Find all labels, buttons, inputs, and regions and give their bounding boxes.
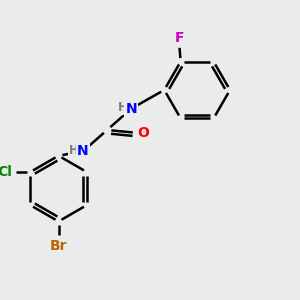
Text: Br: Br — [50, 239, 67, 253]
Text: N: N — [126, 102, 137, 116]
Text: N: N — [77, 144, 88, 158]
Text: Cl: Cl — [0, 165, 12, 179]
Text: H: H — [118, 100, 128, 114]
Text: H: H — [69, 143, 79, 157]
Text: O: O — [137, 126, 149, 140]
Text: F: F — [175, 31, 184, 45]
